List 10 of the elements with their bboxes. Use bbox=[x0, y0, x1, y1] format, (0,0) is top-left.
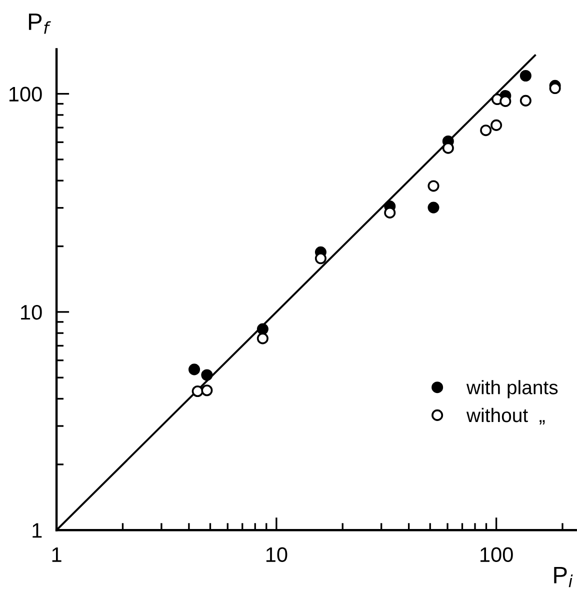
legend-label: with plants bbox=[466, 380, 558, 398]
legend-label: without „ bbox=[466, 408, 545, 424]
x-tick-label: 1 bbox=[52, 548, 62, 562]
y-tick-label: 10 bbox=[21, 304, 42, 320]
x-tick-label: 10 bbox=[266, 547, 288, 562]
x-axis-title: P$_{i}$ bbox=[554, 566, 573, 588]
y-tick-label: 1 bbox=[32, 523, 42, 538]
y-tick-label: 100 bbox=[9, 86, 42, 102]
x-tick-label: 100 bbox=[480, 547, 513, 562]
y-axis-title: P$_{f}$ bbox=[28, 14, 51, 34]
